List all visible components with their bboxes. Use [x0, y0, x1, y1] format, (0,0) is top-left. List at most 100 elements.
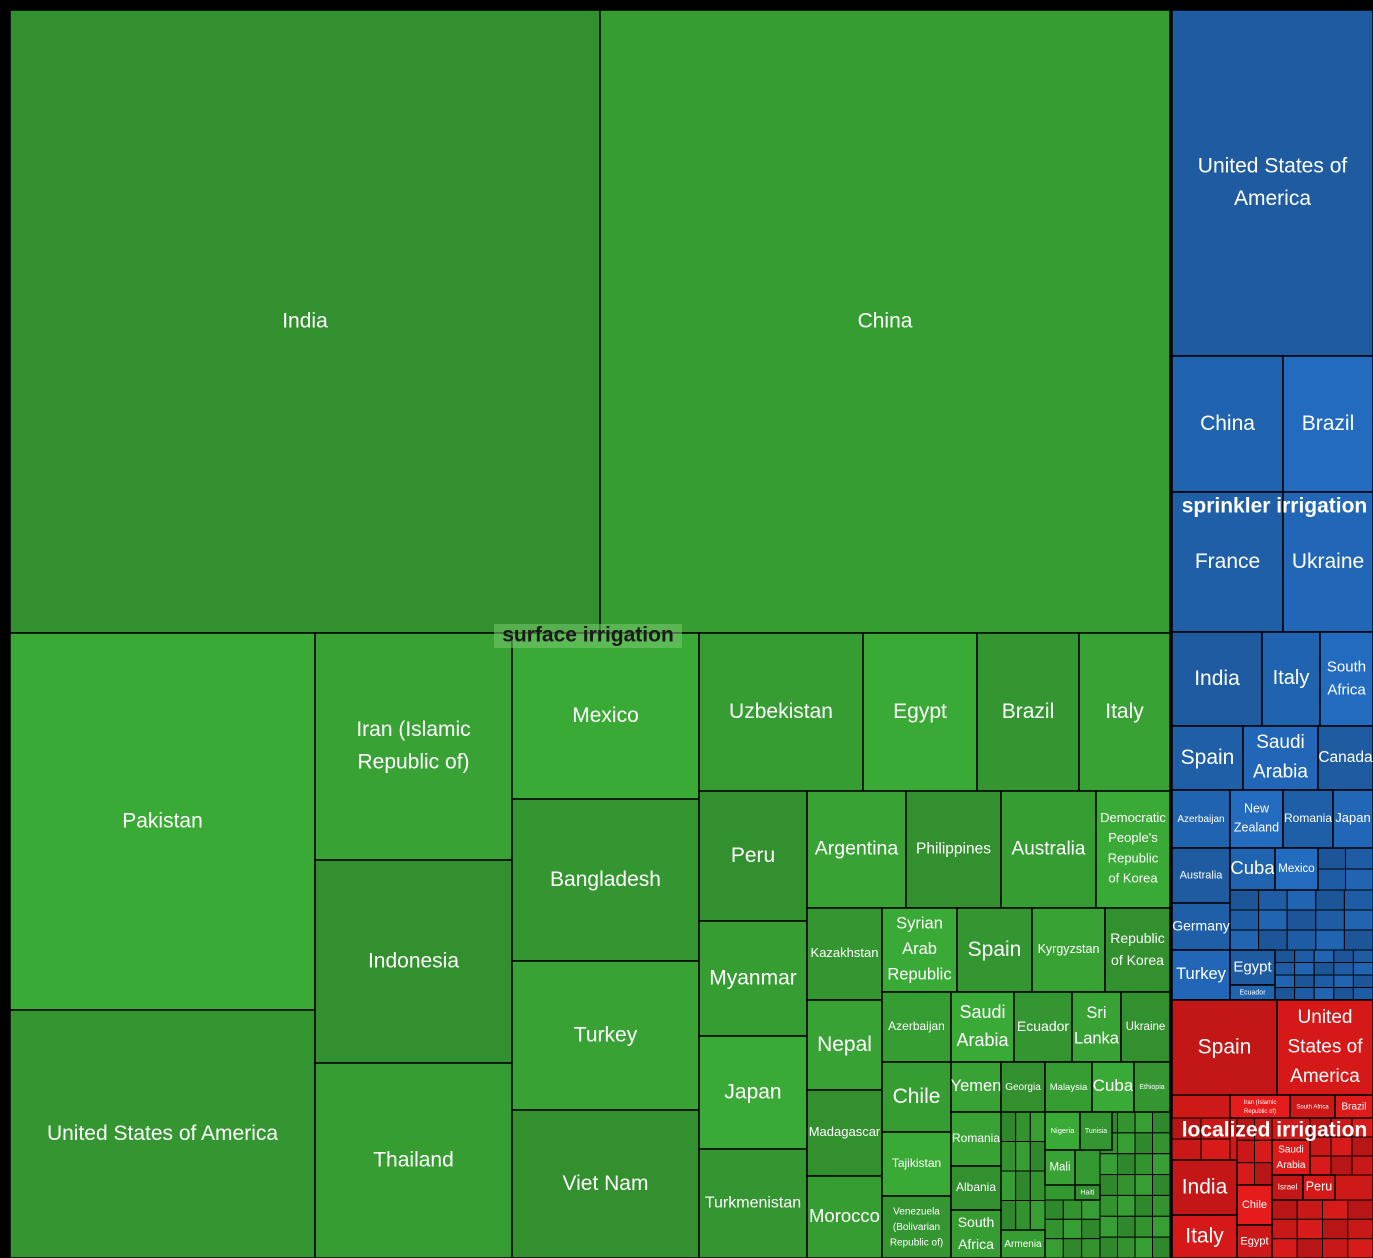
tile-label-line: Republic of)	[890, 1237, 943, 1248]
tile	[1044, 1149, 1076, 1186]
tile-label-line: Italy	[1105, 700, 1144, 723]
tile-label: Uzbekistan	[729, 700, 833, 723]
tile	[1276, 999, 1373, 1096]
tile-label-line: Republic	[1108, 851, 1159, 866]
tile-label: Pakistan	[122, 809, 203, 832]
small-tile	[1322, 1238, 1349, 1258]
small-tile	[1313, 987, 1335, 1001]
tile-label-line: Uzbekistan	[729, 700, 833, 723]
small-tile	[1352, 987, 1373, 1001]
tile-label: Egypt	[893, 700, 947, 723]
small-tile	[1117, 1194, 1136, 1217]
tile-label: Democratic People's Republic of Korea	[1100, 811, 1166, 886]
tile-label-line: Republic	[887, 966, 951, 984]
small-tile	[1044, 1238, 1064, 1258]
tile	[1282, 355, 1373, 493]
tile	[1095, 790, 1171, 909]
small-tile	[1294, 949, 1315, 963]
tile-label: South Africa	[958, 1214, 995, 1252]
tile-label: Australia	[1180, 869, 1224, 881]
small-tile	[1099, 1153, 1118, 1176]
tile	[950, 1061, 1002, 1113]
tile-label: Italy	[1185, 1224, 1224, 1247]
small-tile	[1317, 868, 1346, 891]
tile-label-line: Mexico	[1278, 863, 1314, 875]
tile-label-line: Lanka	[1074, 1030, 1120, 1048]
tile-label-line: New	[1244, 802, 1270, 816]
small-tile	[1134, 1194, 1153, 1217]
tile-label-line: Spain	[1198, 1035, 1252, 1058]
tile-label: Italy	[1105, 700, 1144, 723]
tile	[1229, 949, 1276, 986]
tile-label: South Africa	[1327, 658, 1366, 698]
tile-label-line: Azerbaijan	[1177, 814, 1224, 825]
tile-label-line: Egypt	[1240, 1235, 1268, 1247]
tile	[806, 907, 883, 1001]
tile	[314, 1062, 513, 1258]
small-tile	[1313, 962, 1335, 976]
tile-label: Viet Nam	[563, 1172, 649, 1195]
tile-label-line: Arabia	[1253, 762, 1308, 783]
tile-label-line: Philippines	[916, 841, 991, 858]
tile-label-line: Turkmenistan	[705, 1195, 801, 1212]
tile-label-line: Ecuador	[1017, 1018, 1069, 1034]
small-tile	[1333, 987, 1354, 1001]
tile-label: Sri Lanka	[1074, 1004, 1120, 1048]
tile-label-line: Argentina	[815, 838, 899, 860]
small-tile	[1152, 1174, 1171, 1196]
group-label: sprinkler irrigation	[1182, 495, 1368, 518]
tile-label-line: India	[282, 309, 328, 332]
tile-label-line: Egypt	[1233, 958, 1272, 975]
tile	[806, 790, 907, 909]
tile-label-line: India	[1194, 667, 1240, 690]
small-tile	[1271, 1199, 1298, 1220]
tile-label-line: Morocco	[809, 1205, 880, 1226]
tile-label: India	[1182, 1175, 1228, 1198]
tile-label: India	[1194, 667, 1240, 690]
tile-label-line: United	[1298, 1007, 1353, 1028]
tile-label-line: Saudi	[1278, 1144, 1304, 1155]
small-tile	[1286, 909, 1317, 931]
tile-label: Ecuador	[1017, 1018, 1069, 1034]
tile-label-line: Republic of)	[1244, 1109, 1276, 1115]
tile	[9, 9, 601, 634]
small-tile	[1274, 974, 1296, 988]
small-tile	[1315, 909, 1345, 931]
tile-label-line: Malaysia	[1050, 1082, 1088, 1093]
tile-label: Turkey	[574, 1023, 638, 1046]
tile-label: France	[1195, 550, 1260, 573]
tile-label-line: Africa	[958, 1235, 994, 1251]
tile-label-line: Ukraine	[1292, 550, 1364, 573]
small-tile	[1134, 1132, 1153, 1155]
tile-label-line: Democratic	[1100, 811, 1166, 826]
tile-label-line: States of	[1288, 1036, 1364, 1057]
tile-label-line: Pakistan	[122, 809, 203, 832]
small-tile	[1343, 909, 1373, 931]
tile-label-line: Brazil	[1341, 1101, 1366, 1112]
tile-label: India	[282, 309, 328, 332]
small-tile	[1134, 1215, 1153, 1238]
tile-label: Kyrgyzstan	[1038, 942, 1100, 956]
tile-label: Republic of Korea	[1110, 930, 1164, 968]
tile	[1044, 1061, 1093, 1113]
small-tile	[1015, 1141, 1031, 1172]
tile	[1317, 725, 1373, 791]
small-tile	[1134, 1236, 1153, 1258]
small-tile	[1029, 1141, 1046, 1172]
tile	[1171, 9, 1373, 357]
tile-label: Venezuela (Bolivarian Republic of)	[890, 1206, 943, 1248]
small-tile	[1099, 1215, 1118, 1238]
tile-label-line: Haiti	[1080, 1189, 1094, 1196]
group-label-bg	[494, 624, 682, 648]
tile-label: Malaysia	[1050, 1082, 1088, 1093]
small-tile	[1117, 1215, 1136, 1238]
tile-label-line: Madagascar	[809, 1124, 881, 1139]
tile-label-line: Australia	[1012, 839, 1086, 860]
small-tile	[1044, 1218, 1064, 1240]
small-tile	[1322, 1218, 1349, 1240]
tile-label-line: Kazakhstan	[811, 945, 879, 960]
tile	[1013, 991, 1073, 1063]
small-tile	[1117, 1153, 1136, 1176]
small-tile	[1152, 1132, 1171, 1155]
tile-label: Ecuador	[1239, 989, 1266, 996]
